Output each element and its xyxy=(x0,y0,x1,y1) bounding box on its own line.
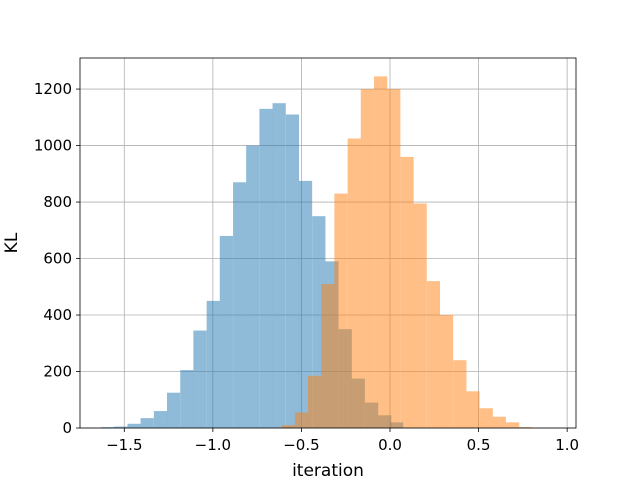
histogram-bar-series-1 xyxy=(206,300,220,428)
bars-layer xyxy=(101,76,533,429)
plot-frame xyxy=(79,57,577,429)
histogram-bar-series-1 xyxy=(127,423,141,428)
histogram-bar-series-2 xyxy=(519,427,533,428)
histogram-bar-series-2 xyxy=(307,375,322,428)
x-tick-label: 1.0 xyxy=(555,436,579,454)
histogram-bar-series-2 xyxy=(453,360,467,428)
histogram-bar-series-1 xyxy=(114,426,128,428)
y-axis-label: KL xyxy=(2,232,22,253)
histogram-bar-series-2 xyxy=(413,203,427,428)
histogram-bar-series-1 xyxy=(153,411,168,428)
histogram-bar-series-2 xyxy=(281,425,295,428)
histogram-bar-series-1 xyxy=(140,418,154,428)
histogram-bar-series-2 xyxy=(294,412,309,428)
histogram-bar-series-1 xyxy=(233,182,247,428)
histogram-bar-series-2 xyxy=(400,156,414,428)
x-tick-label: −1.0 xyxy=(195,436,231,454)
x-axis-label: iteration xyxy=(292,461,364,480)
y-axis: 0 200 400 600 800 1000 1200 xyxy=(34,80,80,437)
histogram-bar-series-1 xyxy=(246,145,260,428)
x-tick-label: 0.5 xyxy=(467,436,491,454)
histogram-bar-series-2 xyxy=(479,408,493,428)
histogram-bar-series-2 xyxy=(426,281,441,428)
x-tick-label: −1.5 xyxy=(106,436,142,454)
histogram-bar-series-2 xyxy=(321,283,335,428)
histogram-bar-series-2 xyxy=(347,138,361,428)
y-tick-label: 400 xyxy=(43,306,72,324)
histogram-bar-series-2 xyxy=(466,391,480,428)
y-tick-label: 600 xyxy=(43,250,72,268)
histogram-bar-series-1 xyxy=(193,330,207,428)
histogram-bar-series-1 xyxy=(101,427,115,428)
histogram-bar-series-1 xyxy=(285,114,300,428)
histogram-bar-series-2 xyxy=(492,416,506,428)
histogram-bar-series-2 xyxy=(506,422,520,428)
histogram-bar-series-2 xyxy=(334,193,348,428)
x-tick-label: −0.5 xyxy=(283,436,319,454)
y-tick-label: 200 xyxy=(43,363,72,381)
histogram-bar-series-2 xyxy=(439,315,454,428)
histogram-bar-series-1 xyxy=(166,392,181,428)
histogram-bar-series-2 xyxy=(387,89,401,429)
y-tick-label: 1200 xyxy=(34,80,72,98)
histogram-bar-series-2 xyxy=(360,89,374,429)
y-tick-label: 0 xyxy=(62,419,72,437)
histogram-bar-series-1 xyxy=(298,180,313,428)
grid-layer xyxy=(80,58,576,429)
x-tick-label: 0.0 xyxy=(378,436,402,454)
histogram-bar-series-1 xyxy=(180,370,194,428)
histogram-bar-series-1 xyxy=(272,103,286,428)
x-axis: −1.5 −1.0 −0.5 0.0 0.5 1.0 xyxy=(106,428,579,454)
y-tick-label: 800 xyxy=(43,193,72,211)
y-tick-label: 1000 xyxy=(34,137,72,155)
histogram-bar-series-1 xyxy=(219,235,233,428)
histogram-bar-series-1 xyxy=(259,108,273,428)
histogram-bar-series-2 xyxy=(374,76,388,429)
